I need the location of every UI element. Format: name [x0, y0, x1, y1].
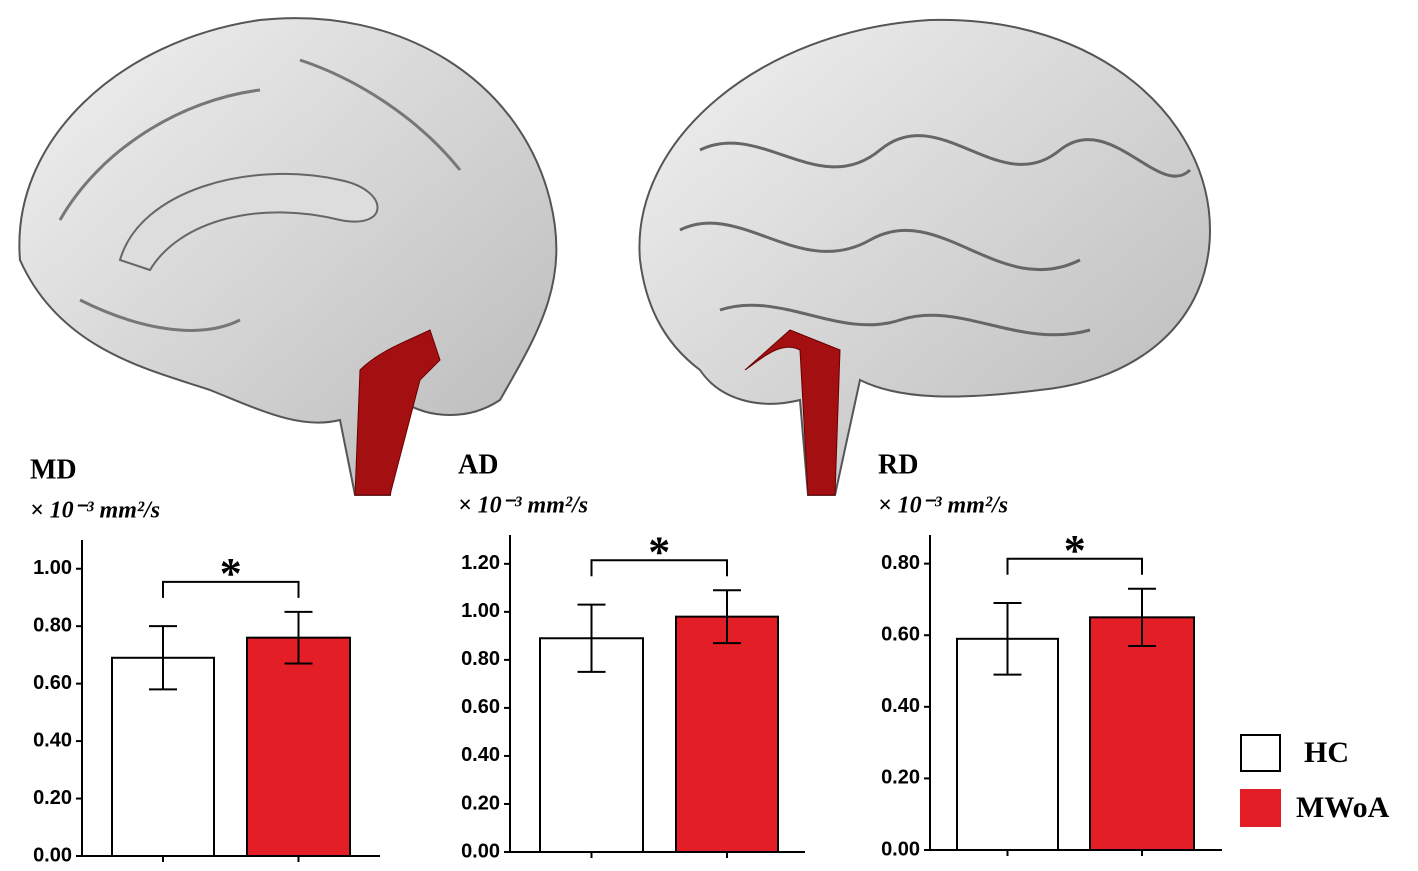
- y-tick-label: 0.60: [881, 624, 920, 646]
- significance-bracket: [1006, 557, 1143, 575]
- y-tick-label: 0.20: [33, 787, 72, 809]
- chart-title: AD: [458, 449, 498, 480]
- error-bar: [713, 589, 741, 645]
- unit-label: × 10⁻³ mm²/s: [878, 493, 1008, 519]
- error-bar: [149, 625, 177, 691]
- y-tick-label: 0.60: [461, 696, 500, 718]
- y-tick-label: 0.20: [461, 792, 500, 814]
- significance-label: *: [220, 549, 242, 598]
- y-tick-label: 0.80: [33, 614, 72, 636]
- chart-title: RD: [878, 449, 918, 480]
- y-tick-label: 1.00: [461, 600, 500, 622]
- legend-swatch: [1240, 734, 1281, 772]
- y-tick-label: 0.80: [461, 648, 500, 670]
- legend-label: MWoA: [1296, 791, 1390, 824]
- unit-label: × 10⁻³ mm²/s: [30, 498, 160, 524]
- y-tick-label: 1.00: [33, 557, 72, 579]
- y-tick-label: 0.40: [461, 744, 500, 766]
- y-tick-label: 0.40: [881, 695, 920, 717]
- y-tick-label: 0.60: [33, 672, 72, 694]
- y-tick-label: 0.20: [881, 767, 920, 789]
- chart-title: MD: [30, 454, 77, 485]
- brain-lateral: [638, 18, 1212, 496]
- unit-label: × 10⁻³ mm²/s: [458, 493, 588, 519]
- error-bar: [284, 610, 313, 665]
- significance-bracket: [590, 559, 728, 577]
- y-tick-label: 0.00: [33, 844, 72, 866]
- error-bar: [1128, 587, 1156, 647]
- bar: [246, 636, 351, 857]
- significance-label: *: [648, 527, 670, 576]
- significance-bracket: [162, 580, 300, 598]
- y-tick-label: 1.20: [461, 552, 500, 574]
- y-tick-label: 0.00: [881, 838, 920, 860]
- bar: [675, 615, 779, 853]
- bar: [1089, 616, 1195, 851]
- error-bar: [993, 602, 1022, 676]
- legend-label: HC: [1304, 736, 1349, 769]
- significance-label: *: [1064, 526, 1086, 575]
- y-tick-label: 0.80: [881, 552, 920, 574]
- legend-swatch: [1240, 789, 1281, 827]
- bar: [539, 637, 644, 853]
- brain-medial: [18, 17, 558, 496]
- y-tick-label: 0.00: [461, 840, 500, 862]
- y-tick-label: 0.40: [33, 729, 72, 751]
- error-bar: [577, 603, 606, 673]
- bar: [111, 656, 215, 857]
